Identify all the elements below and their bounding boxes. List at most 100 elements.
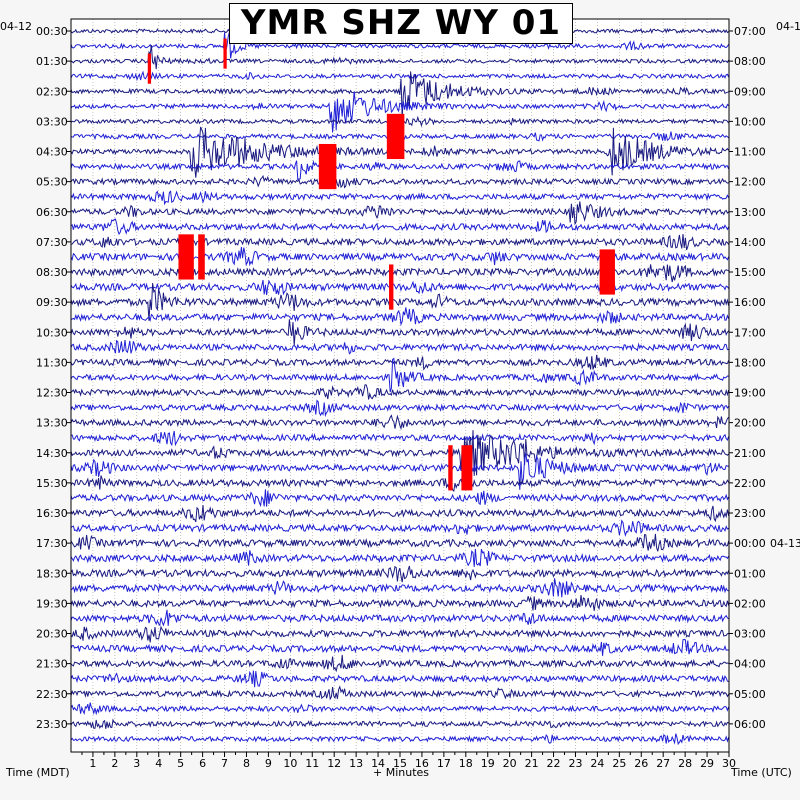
clipped-segment-8: [448, 445, 453, 491]
left-time-label: 19:30: [36, 597, 68, 610]
left-time-label: 17:30: [36, 537, 68, 550]
left-time-label: 15:30: [36, 477, 68, 490]
trace-row-26: [70, 414, 729, 431]
left-time-label: 04:30: [36, 146, 68, 159]
x-axis-label: + Minutes: [373, 766, 430, 779]
x-tick-label: 13: [349, 757, 363, 770]
x-tick-label: 1: [89, 757, 96, 770]
x-tick-label: 28: [678, 757, 692, 770]
clipped-segment-9: [461, 445, 473, 491]
x-tick-label: 12: [327, 757, 341, 770]
right-time-label: 00:00: [734, 537, 766, 550]
right-time-label: 17:00: [734, 326, 766, 339]
left-time-label: 01:30: [36, 55, 68, 68]
trace-row-34: [70, 533, 730, 552]
trace-row-39: [70, 609, 729, 627]
trace-row-30: [70, 475, 730, 493]
trace-row-47: [70, 733, 730, 746]
left-time-label: 20:30: [36, 628, 68, 641]
right-date-label: 04-1: [776, 20, 800, 33]
left-time-label: 18:30: [36, 567, 68, 580]
trace-row-22: [70, 354, 730, 371]
trace-row-20: [70, 319, 729, 346]
clipped-segment-4: [178, 234, 194, 280]
trace-row-44: [70, 685, 730, 701]
trace-row-29: [70, 453, 729, 490]
x-tick-label: 7: [221, 757, 228, 770]
clipped-segment-1: [147, 53, 152, 84]
trace-row-2: [70, 45, 730, 70]
trace-row-4: [70, 71, 729, 118]
left-time-label: 02:30: [36, 85, 68, 98]
trace-row-23: [70, 357, 729, 393]
clipped-segment-5: [198, 234, 205, 280]
trace-row-42: [70, 654, 729, 673]
right-time-label: 05:00: [734, 688, 766, 701]
left-time-label: 22:30: [36, 688, 68, 701]
title-box: YMR SHZ WY 01: [229, 3, 573, 44]
trace-row-13: [70, 218, 730, 236]
trace-row-36: [70, 565, 730, 583]
trace-row-9: [70, 159, 730, 181]
trace-row-46: [70, 718, 729, 729]
clipped-segment-3: [386, 113, 405, 160]
clipped-segment-2: [318, 143, 337, 190]
right-time-label: 04:00: [734, 658, 766, 671]
x-tick-label: 3: [133, 757, 140, 770]
trace-row-5: [70, 91, 729, 133]
x-tick-label: 4: [155, 757, 162, 770]
left-time-label: 11:30: [36, 356, 68, 369]
trace-row-45: [70, 702, 730, 716]
right-time-label: 21:00: [734, 447, 766, 460]
clipped-segment-6: [599, 249, 615, 295]
left-time-label: 00:30: [36, 25, 68, 38]
chart-title: YMR SHZ WY 01: [240, 3, 562, 43]
x-tick-label: 30: [722, 757, 736, 770]
right-time-label: 12:00: [734, 176, 766, 189]
x-tick-label: 25: [612, 757, 626, 770]
left-time-label: 08:30: [36, 266, 68, 279]
right-time-label: 23:00: [734, 507, 766, 520]
right-time-label: 14:00: [734, 236, 766, 249]
x-tick-label: 27: [656, 757, 670, 770]
x-tick-label: 14: [371, 757, 385, 770]
trace-row-31: [70, 489, 730, 508]
left-time-label: 03:30: [36, 115, 68, 128]
trace-row-18: [70, 283, 730, 321]
trace-row-37: [70, 578, 729, 598]
trace-row-1: [70, 31, 730, 59]
right-time-label: 11:00: [734, 146, 766, 159]
x-tick-label: 10: [283, 757, 297, 770]
x-tick-label: 19: [481, 757, 495, 770]
x-tick-label: 18: [459, 757, 473, 770]
left-time-label: 10:30: [36, 326, 68, 339]
x-tick-label: 8: [243, 757, 250, 770]
right-time-label: 19:00: [734, 387, 766, 400]
trace-row-24: [70, 384, 730, 400]
x-tick-label: 2: [111, 757, 118, 770]
trace-row-38: [70, 595, 730, 611]
left-time-label: 07:30: [36, 236, 68, 249]
right-time-label: 09:00: [734, 85, 766, 98]
x-tick-label: 23: [568, 757, 582, 770]
x-tick-label: 5: [177, 757, 184, 770]
clipped-segment-7: [389, 264, 394, 310]
x-tick-label: 26: [634, 757, 648, 770]
left-axis-label: Time (MDT): [6, 766, 70, 779]
trace-row-25: [70, 399, 729, 418]
left-time-label: 16:30: [36, 507, 68, 520]
trace-row-3: [70, 70, 730, 82]
right-time-label: 03:00: [734, 628, 766, 641]
trace-row-12: [70, 201, 729, 226]
right-time-label: 15:00: [734, 266, 766, 279]
clipped-segment-0: [223, 38, 227, 69]
trace-row-41: [70, 638, 729, 656]
x-tick-label: 21: [525, 757, 539, 770]
left-time-label: 21:30: [36, 658, 68, 671]
trace-row-40: [70, 625, 729, 643]
x-tick-label: 22: [547, 757, 561, 770]
trace-row-10: [70, 174, 729, 189]
right-time-label: 10:00: [734, 115, 766, 128]
